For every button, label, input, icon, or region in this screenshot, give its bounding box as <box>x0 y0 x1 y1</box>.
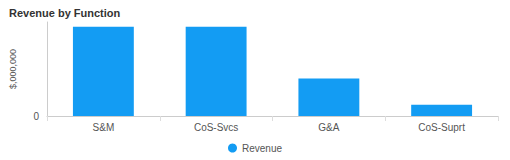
svg-text:Revenue: Revenue <box>242 143 282 154</box>
svg-text:CoS-Suprt: CoS-Suprt <box>418 122 465 133</box>
svg-text:$,000,000: $,000,000 <box>8 49 18 89</box>
svg-text:G&A: G&A <box>318 122 339 133</box>
svg-text:Revenue by Function: Revenue by Function <box>9 7 121 19</box>
svg-text:CoS-Svcs: CoS-Svcs <box>194 122 238 133</box>
svg-text:0: 0 <box>33 111 39 122</box>
svg-text:S&M: S&M <box>93 122 115 133</box>
